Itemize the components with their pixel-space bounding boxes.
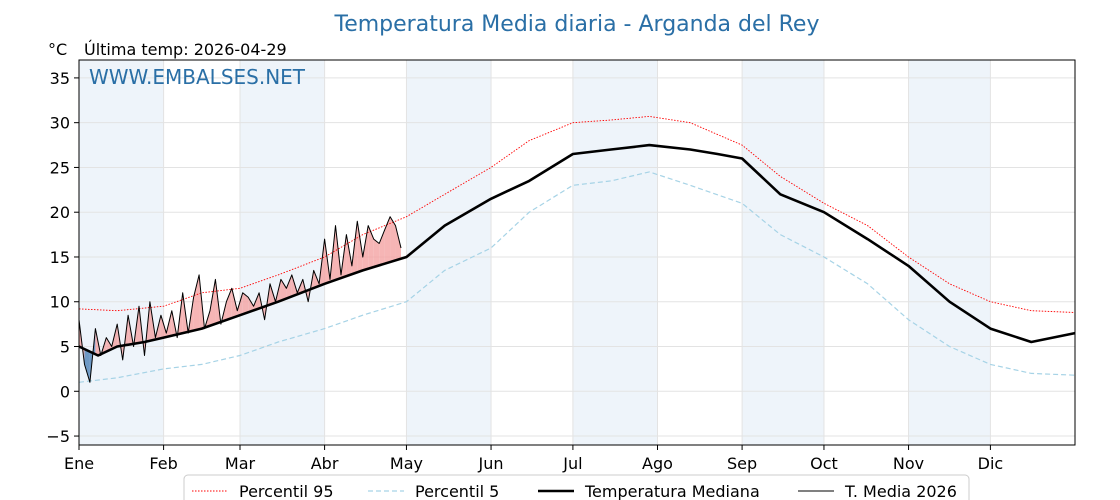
y-tick-label: 30 [50,114,70,133]
month-band-2 [406,60,492,445]
legend-box [183,474,970,500]
x-tick-label: Mar [225,454,256,473]
warm-anomaly-fill [209,279,216,326]
warm-anomaly-fill [384,216,391,264]
x-tick-label: Abr [311,454,339,473]
warm-anomaly-fill [357,221,363,273]
y-tick-label: 0 [60,382,70,401]
y-tick-label: 15 [50,248,70,267]
warm-anomaly-fill [395,225,401,261]
warm-anomaly-fill [390,216,396,263]
y-tick-label: 10 [50,293,70,312]
x-tick-label: Nov [893,454,924,473]
percentil-5-line [78,171,1076,383]
watermark: WWW.EMBALSES.NET [89,65,306,89]
y-tick-label: 25 [50,158,70,177]
warm-anomaly-fill [248,297,254,313]
mediana-line [78,143,1076,357]
series-lines [78,115,1076,383]
month-band-1 [239,60,325,445]
legend-t-media-2026-label: T. Media 2026 [844,482,957,500]
unit-label: °C [48,40,67,59]
warm-anomaly-fill [280,279,287,301]
x-tick-label: Dic [978,454,1004,473]
legend-temperatura-mediana-label: Temperatura Mediana [584,482,760,500]
warm-anomaly-fill [106,337,112,352]
y-tick-label: 20 [50,203,70,222]
x-tick-label: Jul [562,454,582,473]
legend-percentil-5-label: Percentil 5 [415,482,499,500]
warm-anomaly-fill [373,239,380,268]
y-axis: −5 0 5 10 15 20 25 30 35 [46,69,79,446]
x-tick-label: May [390,454,423,473]
percentil-95-line [78,115,1076,313]
y-tick-label: −5 [46,427,70,446]
month-band-5 [908,60,991,445]
media-2026-line [78,216,402,383]
warm-anomaly-fill [226,288,232,320]
chart-title: Temperatura Media diaria - Arganda del R… [334,12,820,37]
warm-anomaly-fill [193,274,200,331]
legend: Percentil 95 Percentil 5 Temperatura Media… [183,474,970,500]
x-tick-label: Ene [64,454,94,473]
warm-anomaly-fill [379,230,385,266]
month-band-0 [79,60,164,445]
warm-anomaly-fill [242,292,249,315]
x-tick-label: Oct [810,454,838,473]
y-tick-label: 5 [60,338,70,357]
cold-anomaly-fill [84,349,90,383]
legend-percentil-95-label: Percentil 95 [239,482,334,500]
x-tick-label: Jun [478,454,504,473]
x-tick-label: Sep [727,454,757,473]
x-tick-label: Ago [642,454,673,473]
y-tick-label: 35 [50,69,70,88]
month-shading [79,60,991,445]
month-band-3 [572,60,658,445]
month-band-4 [742,60,824,445]
x-tick-label: Feb [149,454,177,473]
warm-anomaly-fill [286,274,292,299]
last-temp-label: Última temp: 2026-04-29 [84,40,287,59]
plot-frame [78,59,1076,446]
x-axis: Ene Feb Mar Abr May Jun Jul Ago Sep Oct Nov Dic [64,445,1003,473]
warm-anomaly-fill [362,225,369,271]
